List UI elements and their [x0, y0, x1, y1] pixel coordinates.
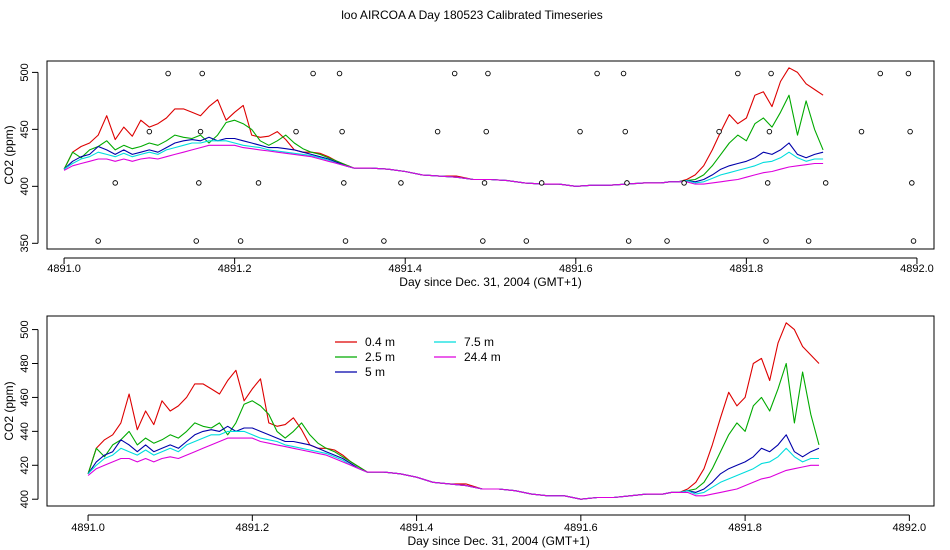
data-point-marker: [905, 70, 912, 77]
x-tick-label: 4891.4: [388, 263, 422, 275]
y-tick-label: 350: [19, 234, 31, 252]
x-tick-label: 4892.0: [900, 263, 934, 275]
data-point-marker: [485, 70, 491, 77]
data-point-marker: [735, 70, 741, 77]
bottom-chart-panel: 4891.0 4891.2 4891.4 4891.6 4891.8 4892.0 Day …: [2, 315, 935, 548]
series-line: [63, 140, 824, 187]
data-point-marker: [483, 128, 489, 135]
series-line: [87, 437, 819, 500]
data-point-marker: [165, 70, 171, 77]
data-point-marker: [95, 238, 101, 244]
data-point-marker: [293, 128, 299, 135]
x-tick-label: 4891.0: [71, 522, 105, 534]
y-axis-label: CO2 (ppm): [2, 125, 16, 184]
legend-label: 5 m: [365, 365, 385, 379]
data-point-marker: [620, 70, 627, 77]
plot-frame: [46, 315, 935, 507]
legend: 0.4 m2.5 m5 m 7.5 m24.4 m: [335, 335, 501, 379]
data-point-marker: [877, 70, 884, 77]
y-tick-label: 450: [19, 120, 31, 138]
data-point-marker: [197, 128, 204, 135]
series-line: [63, 144, 824, 187]
x-tick-label: 4891.2: [218, 263, 252, 275]
data-point-marker: [196, 180, 202, 186]
data-point-marker: [112, 180, 118, 186]
data-point-marker: [381, 238, 387, 244]
data-point-marker: [625, 238, 632, 244]
x-tick-label: 4891.2: [235, 522, 269, 534]
x-axis-label: Day since Dec. 31, 2004 (GMT+1): [408, 534, 590, 548]
data-point-marker: [480, 238, 486, 244]
data-point-marker: [481, 180, 488, 186]
data-point-marker: [193, 238, 200, 244]
legend-label: 24.4 m: [464, 350, 501, 364]
legend-label: 0.4 m: [365, 335, 395, 349]
x-axis-label: Day since Dec. 31, 2004 (GMT+1): [399, 275, 581, 289]
y-axis-label: CO2 (ppm): [2, 381, 16, 440]
data-point-marker: [523, 238, 530, 244]
data-point-marker: [910, 238, 917, 244]
data-point-marker: [805, 238, 812, 244]
data-point-marker: [577, 128, 583, 135]
data-point-marker: [594, 70, 600, 77]
data-point-marker: [764, 180, 771, 186]
data-point-marker: [766, 128, 773, 135]
x-tick-label: 4891.8: [728, 522, 762, 534]
y-tick-label: 500: [19, 63, 31, 81]
data-point-marker: [858, 128, 865, 135]
data-point-marker: [199, 70, 205, 77]
data-point-marker: [146, 128, 153, 135]
data-point-marker: [310, 70, 316, 77]
series-line: [87, 430, 819, 500]
data-point-marker: [768, 70, 774, 77]
x-tick-label: 4892.0: [893, 522, 927, 534]
top-chart-panel: 4891.0 4891.2 4891.4 4891.6 4891.8 4892.0 Day …: [2, 60, 935, 289]
x-tick-label: 4891.6: [564, 522, 598, 534]
data-point-marker: [341, 180, 347, 186]
data-point-marker: [716, 128, 722, 135]
series-line: [63, 136, 824, 187]
data-point-marker: [237, 238, 244, 244]
x-tick-label: 4891.0: [47, 263, 81, 275]
y-tick-label: 480: [19, 354, 31, 372]
data-point-marker: [907, 128, 913, 135]
data-point-marker: [624, 180, 630, 186]
data-point-marker: [681, 180, 687, 186]
y-tick-label: 400: [19, 177, 31, 195]
data-point-marker: [255, 180, 262, 186]
x-tick-label: 4891.6: [559, 263, 593, 275]
x-tick-label: 4891.8: [730, 263, 764, 275]
data-point-marker: [342, 238, 349, 244]
data-point-marker: [664, 238, 670, 244]
data-point-marker: [763, 238, 769, 244]
data-point-marker: [909, 180, 915, 186]
legend-label: 7.5 m: [464, 335, 494, 349]
data-point-marker: [339, 128, 345, 135]
data-point-marker: [622, 128, 629, 135]
y-tick-label: 500: [19, 320, 31, 338]
data-point-marker: [451, 70, 458, 77]
legend-label: 2.5 m: [365, 350, 395, 364]
data-point-marker: [434, 128, 441, 135]
page-title: loo AIRCOA A Day 180523 Calibrated Times…: [341, 8, 602, 22]
data-point-marker: [538, 180, 545, 186]
data-point-marker: [398, 180, 404, 186]
y-tick-label: 460: [19, 388, 31, 406]
y-tick-label: 440: [19, 422, 31, 440]
series-line: [87, 425, 820, 500]
x-tick-label: 4891.4: [400, 522, 434, 534]
plot-frame: [46, 60, 935, 250]
data-point-marker: [336, 70, 343, 77]
data-point-marker: [822, 180, 829, 186]
y-tick-label: 420: [19, 456, 31, 474]
y-tick-label: 400: [19, 490, 31, 508]
